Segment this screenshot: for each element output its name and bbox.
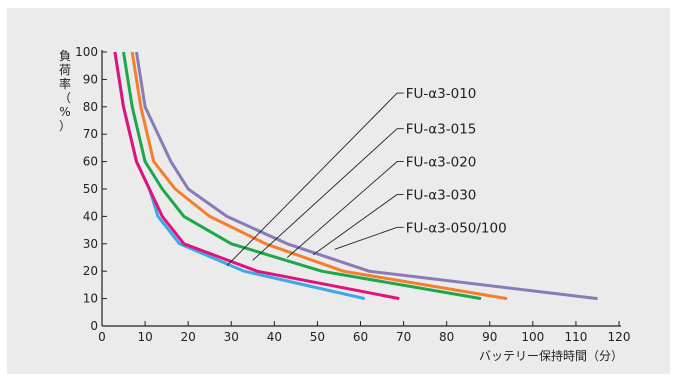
series-line-5 — [135, 51, 598, 301]
load-vs-battery-time-chart: 0 10 20 30 40 50 60 70 80 90 100 110 120 0 10 20 30 40 50 6… — [59, 45, 630, 363]
x-tick-label: 120 — [608, 330, 631, 344]
series-line-4 — [130, 51, 508, 301]
x-tick-label: 70 — [396, 330, 411, 344]
y-tick-label: 0 — [90, 319, 98, 333]
series-line-3 — [122, 51, 482, 301]
chart-panel: 0 10 20 30 40 50 60 70 80 90 100 110 120 0 10 20 30 40 50 6… — [7, 8, 670, 374]
y-tick-label: 70 — [83, 127, 98, 141]
y-tick-label: 40 — [83, 209, 98, 223]
y-tick-label: 20 — [83, 264, 98, 278]
x-tick-label: 10 — [137, 330, 152, 344]
callout-leader-1 — [226, 92, 404, 267]
y-tick-label: 80 — [83, 100, 98, 114]
axis-titles: バッテリー保持時間（分） 負荷率（%） — [59, 49, 623, 363]
x-tick-label: 90 — [482, 330, 497, 344]
x-tick-label: 20 — [181, 330, 196, 344]
legend-label-5: FU-α3-050/100 — [406, 220, 507, 236]
y-tick-label: 60 — [83, 155, 98, 169]
y-tick-label: 90 — [83, 72, 98, 86]
axes: 0 10 20 30 40 50 60 70 80 90 100 110 120 0 10 20 30 40 50 6… — [75, 45, 630, 344]
legend-callouts: FU-α3-010 FU-α3-015 FU-α3-020 FU-α3-030 FU-α… — [226, 86, 507, 267]
x-axis-title: バッテリー保持時間（分） — [479, 348, 623, 363]
y-tick-label: 100 — [75, 45, 98, 59]
x-tick-label: 50 — [310, 330, 325, 344]
y-tick-label: 30 — [83, 237, 98, 251]
callout-leader-3 — [286, 161, 404, 258]
legend-label-2: FU-α3-015 — [406, 122, 477, 138]
series-layer — [113, 51, 598, 301]
callout-leader-2 — [252, 128, 404, 261]
x-tick-label: 0 — [98, 330, 106, 344]
x-tick-label: 60 — [353, 330, 368, 344]
legend-label-4: FU-α3-030 — [406, 187, 477, 203]
x-tick-label: 100 — [521, 330, 544, 344]
y-tick-label: 50 — [83, 182, 98, 196]
x-tick-label: 30 — [224, 330, 239, 344]
legend-label-3: FU-α3-020 — [406, 155, 477, 171]
x-tick-label: 110 — [564, 330, 587, 344]
legend-label-1: FU-α3-010 — [406, 86, 477, 102]
x-tick-label: 40 — [267, 330, 282, 344]
callout-leader-4 — [312, 194, 404, 256]
series-line-2 — [113, 51, 400, 301]
x-tick-label: 80 — [439, 330, 454, 344]
y-tick-label: 10 — [83, 292, 98, 306]
y-axis-title: 負荷率（%） — [59, 49, 71, 133]
callout-leader-5 — [334, 226, 404, 250]
